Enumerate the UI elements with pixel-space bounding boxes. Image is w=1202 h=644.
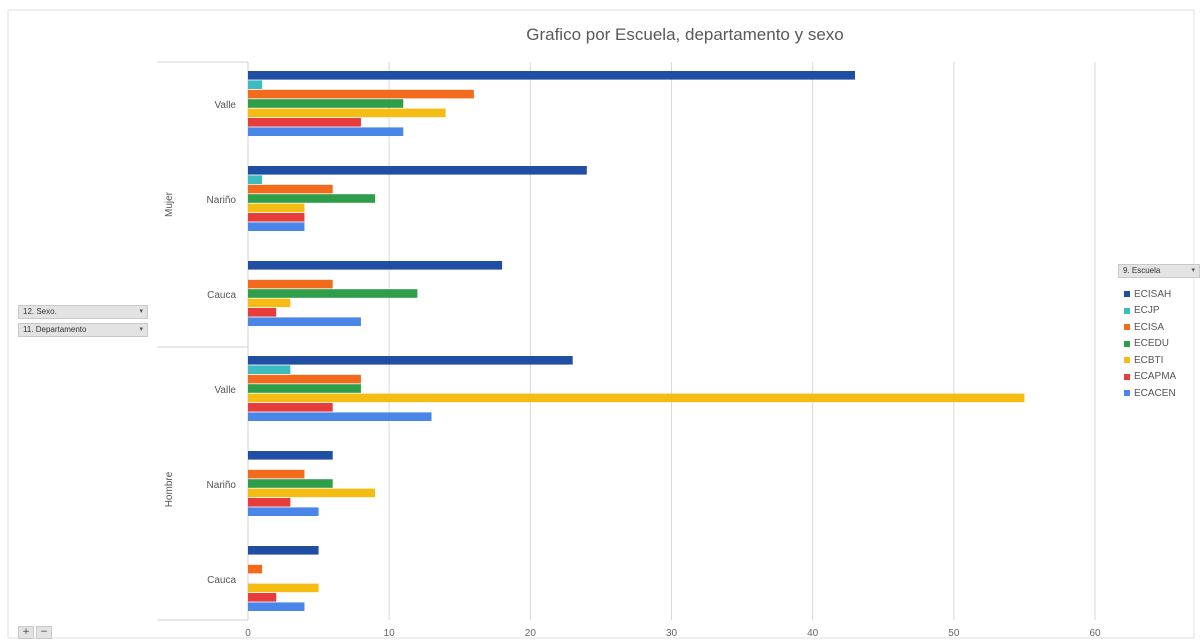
- sexo-field-button[interactable]: 12. Sexo. ▾: [18, 305, 148, 319]
- bar-ecedu: [248, 479, 333, 488]
- legend-swatch: [1124, 307, 1130, 314]
- bar-ecacen: [248, 127, 404, 136]
- bar-ecapma: [248, 308, 277, 317]
- group-label: Hombre: [164, 471, 175, 507]
- chevron-down-icon: ▾: [139, 326, 143, 333]
- legend-item: ECEDU: [1124, 336, 1176, 353]
- legend-label: ECAPMA: [1134, 371, 1177, 383]
- legend-label: ECISAH: [1134, 288, 1172, 300]
- x-tick-label: 30: [666, 628, 678, 639]
- bar-ecacen: [248, 507, 319, 516]
- legend-item: ECISA: [1124, 319, 1176, 336]
- zoom-controls: + −: [18, 626, 52, 639]
- x-tick-label: 10: [384, 628, 396, 639]
- legend-swatch: [1124, 340, 1130, 347]
- bar-ecisah: [248, 261, 503, 270]
- bar-ecacen: [248, 602, 305, 611]
- bar-ecbti: [248, 393, 1025, 403]
- legend-item: ECACEN: [1124, 385, 1176, 402]
- category-label: Cauca: [207, 290, 236, 301]
- bar-ecisa: [248, 374, 361, 384]
- legend-label: ECJP: [1134, 305, 1160, 317]
- departamento-field-label: 11. Departamento: [23, 325, 87, 334]
- chart-frame: [7, 9, 1195, 639]
- bar-ecjp: [248, 175, 263, 184]
- bar-ecisa: [248, 469, 305, 479]
- bar-ecbti: [248, 583, 319, 593]
- zoom-in-icon[interactable]: +: [18, 626, 34, 639]
- category-label: Cauca: [207, 575, 236, 586]
- x-tick-label: 50: [948, 628, 960, 639]
- category-label: Nariño: [207, 480, 237, 491]
- bar-ecapma: [248, 403, 333, 412]
- chevron-down-icon: ▾: [139, 308, 143, 315]
- bar-ecapma: [248, 593, 277, 602]
- bar-ecisa: [248, 564, 263, 574]
- bar-ecisah: [248, 166, 587, 175]
- zoom-out-icon[interactable]: −: [36, 626, 52, 639]
- bar-ecedu: [248, 99, 404, 108]
- legend-swatch: [1124, 357, 1130, 364]
- bar-ecjp: [248, 80, 263, 89]
- legend-swatch: [1124, 324, 1130, 331]
- legend-item: ECBTI: [1124, 352, 1176, 369]
- bar-ecbti: [248, 203, 305, 213]
- bar-ecedu: [248, 194, 376, 203]
- bar-ecjp: [248, 365, 291, 374]
- legend-label: ECACEN: [1134, 387, 1176, 399]
- bar-ecedu: [248, 384, 361, 393]
- legend: ECISAH ECJP ECISA ECEDU ECBTI ECAPMA ECACEN: [1124, 286, 1176, 402]
- legend-swatch: [1124, 390, 1130, 397]
- escuela-field-button[interactable]: 9. Escuela ▾: [1118, 264, 1200, 278]
- bar-ecisah: [248, 71, 856, 80]
- category-label: Valle: [215, 385, 237, 396]
- x-tick-label: 60: [1089, 628, 1101, 639]
- bar-ecbti: [248, 108, 446, 118]
- legend-label: ECEDU: [1134, 338, 1170, 350]
- escuela-field-label: 9. Escuela: [1123, 266, 1161, 275]
- legend-label: ECBTI: [1134, 354, 1164, 366]
- bar-ecbti: [248, 298, 291, 308]
- category-label: Nariño: [207, 195, 237, 206]
- chart-title: Grafico por Escuela, departamento y sexo: [526, 25, 844, 44]
- bar-ecisah: [248, 451, 333, 460]
- chevron-down-icon: ▾: [1191, 267, 1195, 274]
- bar-ecisa: [248, 89, 474, 99]
- legend-item: ECJP: [1124, 303, 1176, 320]
- bar-ecisa: [248, 184, 333, 194]
- bar-ecapma: [248, 213, 305, 222]
- legend-label: ECISA: [1134, 321, 1165, 333]
- x-tick-label: 0: [245, 628, 251, 639]
- x-tick-label: 20: [525, 628, 537, 639]
- sexo-field-label: 12. Sexo.: [23, 307, 57, 316]
- bar-ecapma: [248, 118, 361, 127]
- departamento-field-button[interactable]: 11. Departamento ▾: [18, 323, 148, 337]
- bar-ecacen: [248, 412, 432, 421]
- bar-ecapma: [248, 498, 291, 507]
- bar-ecisah: [248, 546, 319, 555]
- bar-ecbti: [248, 488, 376, 498]
- bar-ecisa: [248, 279, 333, 289]
- legend-item: ECISAH: [1124, 286, 1176, 303]
- bar-ecedu: [248, 289, 418, 298]
- legend-swatch: [1124, 373, 1130, 380]
- category-label: Valle: [215, 100, 237, 111]
- x-tick-label: 40: [807, 628, 819, 639]
- legend-swatch: [1124, 291, 1130, 298]
- bar-ecacen: [248, 317, 361, 326]
- bar-ecisah: [248, 356, 573, 365]
- legend-item: ECAPMA: [1124, 369, 1176, 386]
- group-label: Mujer: [164, 191, 175, 217]
- bar-ecacen: [248, 222, 305, 231]
